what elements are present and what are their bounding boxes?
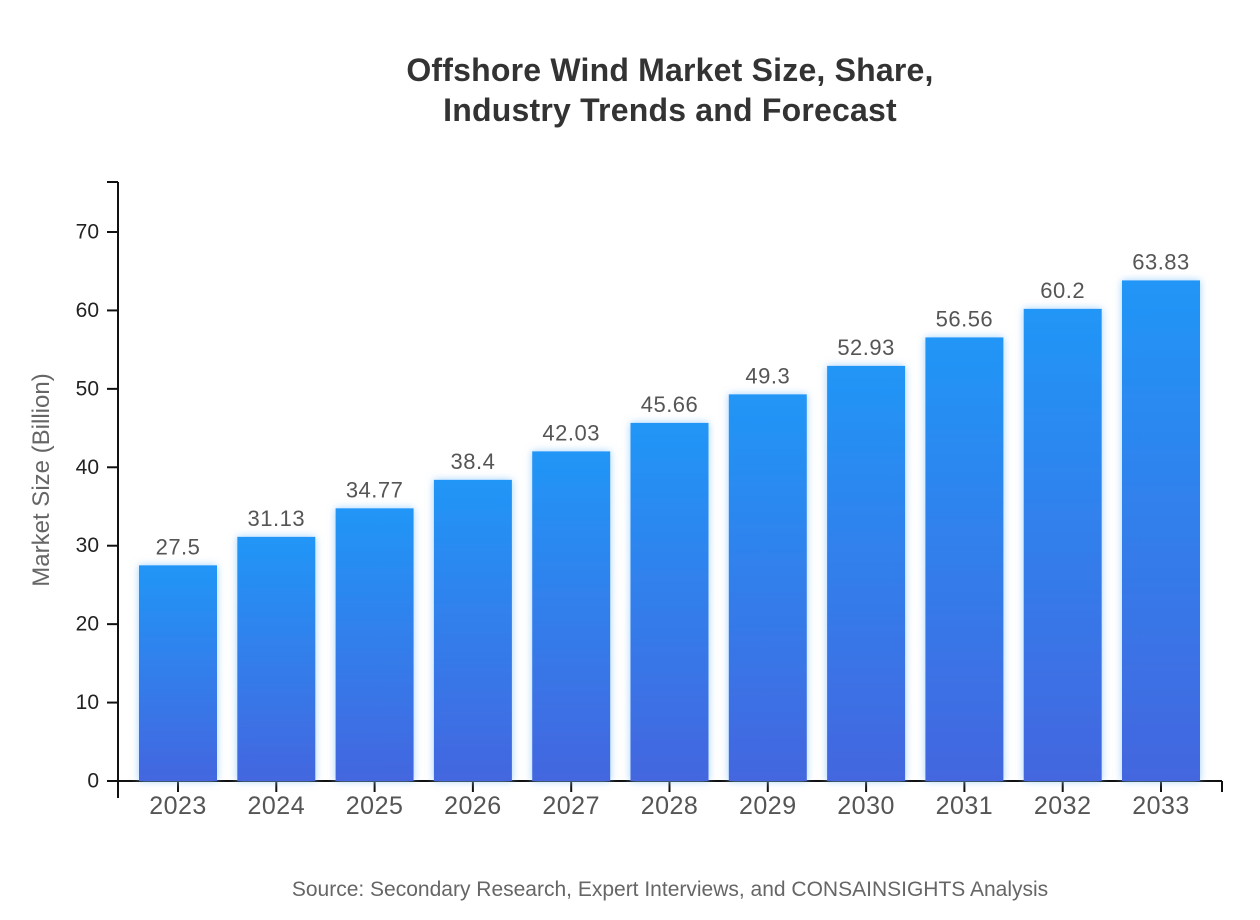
x-tick-label: 2026 xyxy=(444,792,502,820)
x-tick-label: 2029 xyxy=(739,792,797,820)
y-axis-title: Market Size (Billion) xyxy=(28,373,55,587)
x-axis: 2023 2024 2025 2026 2027 2028 2029 2030 2031 2032… xyxy=(107,780,1223,820)
bar-2032 xyxy=(1023,308,1102,781)
y-tick-label: 50 xyxy=(76,377,99,400)
chart-title-line1: Offshore Wind Market Size, Share, xyxy=(406,52,934,88)
y-tick-label: 0 xyxy=(87,770,99,793)
bar-value-label: 60.2 xyxy=(1040,278,1085,303)
x-tick-label: 2025 xyxy=(346,792,404,820)
bar-2026 xyxy=(433,479,512,781)
bar-value-label: 49.3 xyxy=(745,363,790,388)
bar-2025 xyxy=(335,508,414,781)
bar-2024 xyxy=(237,536,316,781)
y-tick-label: 20 xyxy=(76,613,99,636)
x-tick-label: 2023 xyxy=(149,792,207,820)
bar-2028 xyxy=(630,422,709,781)
bar-2033 xyxy=(1122,280,1200,781)
y-tick-label: 30 xyxy=(76,534,99,557)
x-tick-label: 2024 xyxy=(247,792,305,820)
bar-2029 xyxy=(728,394,807,781)
y-tick-label: 60 xyxy=(76,299,99,322)
bar-value-label: 56.56 xyxy=(936,306,994,331)
x-tick-label: 2033 xyxy=(1132,792,1190,820)
bar-value-label: 31.13 xyxy=(248,506,306,531)
y-tick-label: 10 xyxy=(76,691,99,714)
chart-title: Offshore Wind Market Size, Share, Indust… xyxy=(118,50,1222,130)
bar-2027 xyxy=(532,451,611,781)
bar-value-labels: 27.5 31.13 34.77 38.4 42.03 45.66 49.3 52.93 56.… xyxy=(156,249,1190,559)
y-tick-label: 40 xyxy=(76,456,99,479)
chart-title-line2: Industry Trends and Forecast xyxy=(443,92,897,128)
bar-2023 xyxy=(139,565,217,781)
x-tick-label: 2030 xyxy=(837,792,895,820)
bar-value-label: 34.77 xyxy=(346,477,404,502)
y-tick-label: 70 xyxy=(76,221,99,244)
bar-2031 xyxy=(925,337,1004,781)
x-tick-label: 2031 xyxy=(936,792,994,820)
x-tick-label: 2028 xyxy=(641,792,699,820)
bar-value-label: 52.93 xyxy=(837,335,895,360)
bars xyxy=(139,280,1200,781)
y-axis: 0 10 20 30 40 50 60 70 xyxy=(76,181,119,798)
bar-value-label: 27.5 xyxy=(156,534,201,559)
bar-value-label: 63.83 xyxy=(1132,249,1190,274)
bar-value-label: 42.03 xyxy=(542,420,600,445)
x-tick-label: 2032 xyxy=(1034,792,1092,820)
x-tick-label: 2027 xyxy=(542,792,600,820)
bar-value-label: 38.4 xyxy=(450,449,495,474)
bar-value-label: 45.66 xyxy=(641,392,699,417)
bar-2030 xyxy=(827,365,906,781)
source-caption: Source: Secondary Research, Expert Inter… xyxy=(291,878,1049,901)
